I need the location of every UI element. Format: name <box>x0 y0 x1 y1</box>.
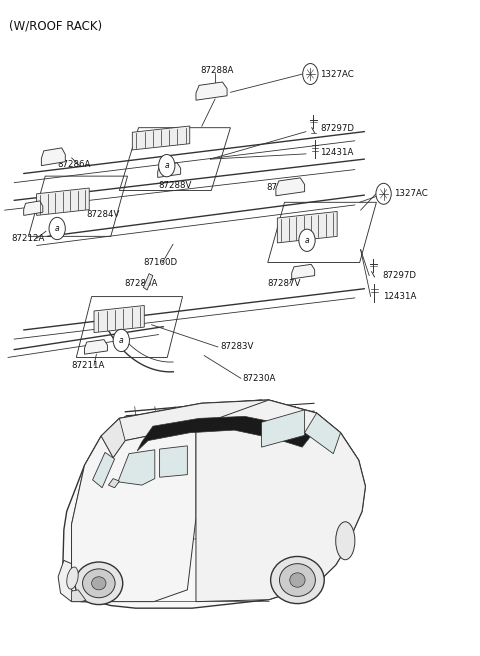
Text: 87287A: 87287A <box>267 184 300 192</box>
Polygon shape <box>24 201 43 215</box>
Polygon shape <box>36 188 89 215</box>
Polygon shape <box>41 148 65 166</box>
Polygon shape <box>276 178 305 195</box>
Polygon shape <box>157 163 180 177</box>
Polygon shape <box>94 306 144 333</box>
Polygon shape <box>137 417 311 451</box>
Polygon shape <box>277 211 337 243</box>
Circle shape <box>299 229 315 251</box>
Text: 87297D: 87297D <box>383 271 417 280</box>
Text: 87288V: 87288V <box>158 181 192 190</box>
Text: 87286A: 87286A <box>57 160 91 169</box>
Ellipse shape <box>67 567 78 589</box>
Circle shape <box>158 155 175 176</box>
Text: 87230A: 87230A <box>242 374 276 383</box>
Ellipse shape <box>279 564 315 596</box>
Text: 87288A: 87288A <box>201 66 234 75</box>
Polygon shape <box>262 410 305 447</box>
Text: 87284V: 87284V <box>86 211 119 219</box>
Polygon shape <box>196 82 227 100</box>
Polygon shape <box>93 453 115 487</box>
Polygon shape <box>108 479 120 487</box>
Polygon shape <box>101 419 125 458</box>
Circle shape <box>303 64 318 85</box>
Circle shape <box>376 183 391 204</box>
Polygon shape <box>144 274 153 290</box>
Text: 87211A: 87211A <box>72 361 105 370</box>
Text: 12431A: 12431A <box>383 292 416 301</box>
Polygon shape <box>196 400 365 602</box>
Polygon shape <box>72 590 86 602</box>
Polygon shape <box>113 400 359 474</box>
Polygon shape <box>72 426 196 602</box>
Polygon shape <box>292 264 315 279</box>
Text: 87283V: 87283V <box>220 342 253 352</box>
Circle shape <box>113 329 130 352</box>
Ellipse shape <box>92 577 106 590</box>
Text: 87160D: 87160D <box>144 258 178 267</box>
Ellipse shape <box>75 562 123 605</box>
Polygon shape <box>63 400 365 608</box>
Polygon shape <box>305 413 340 454</box>
Text: a: a <box>119 336 124 345</box>
Ellipse shape <box>336 522 355 560</box>
Polygon shape <box>118 450 155 485</box>
Text: (W/ROOF RACK): (W/ROOF RACK) <box>9 19 102 32</box>
Text: a: a <box>55 224 60 233</box>
Polygon shape <box>159 446 187 478</box>
Text: 1327AC: 1327AC <box>321 70 354 79</box>
Text: 87297D: 87297D <box>321 125 354 134</box>
Ellipse shape <box>271 556 324 604</box>
Text: a: a <box>165 161 169 170</box>
Polygon shape <box>132 126 190 150</box>
Circle shape <box>49 217 65 239</box>
Text: a: a <box>305 236 309 245</box>
Text: 87287V: 87287V <box>268 279 301 288</box>
Ellipse shape <box>83 569 115 598</box>
Text: 87285A: 87285A <box>124 279 157 288</box>
Text: 1327AC: 1327AC <box>394 190 428 198</box>
Polygon shape <box>58 560 81 602</box>
Text: 12431A: 12431A <box>321 148 354 157</box>
Text: 87212A: 87212A <box>11 234 45 243</box>
Ellipse shape <box>290 573 305 587</box>
Polygon shape <box>84 340 108 354</box>
